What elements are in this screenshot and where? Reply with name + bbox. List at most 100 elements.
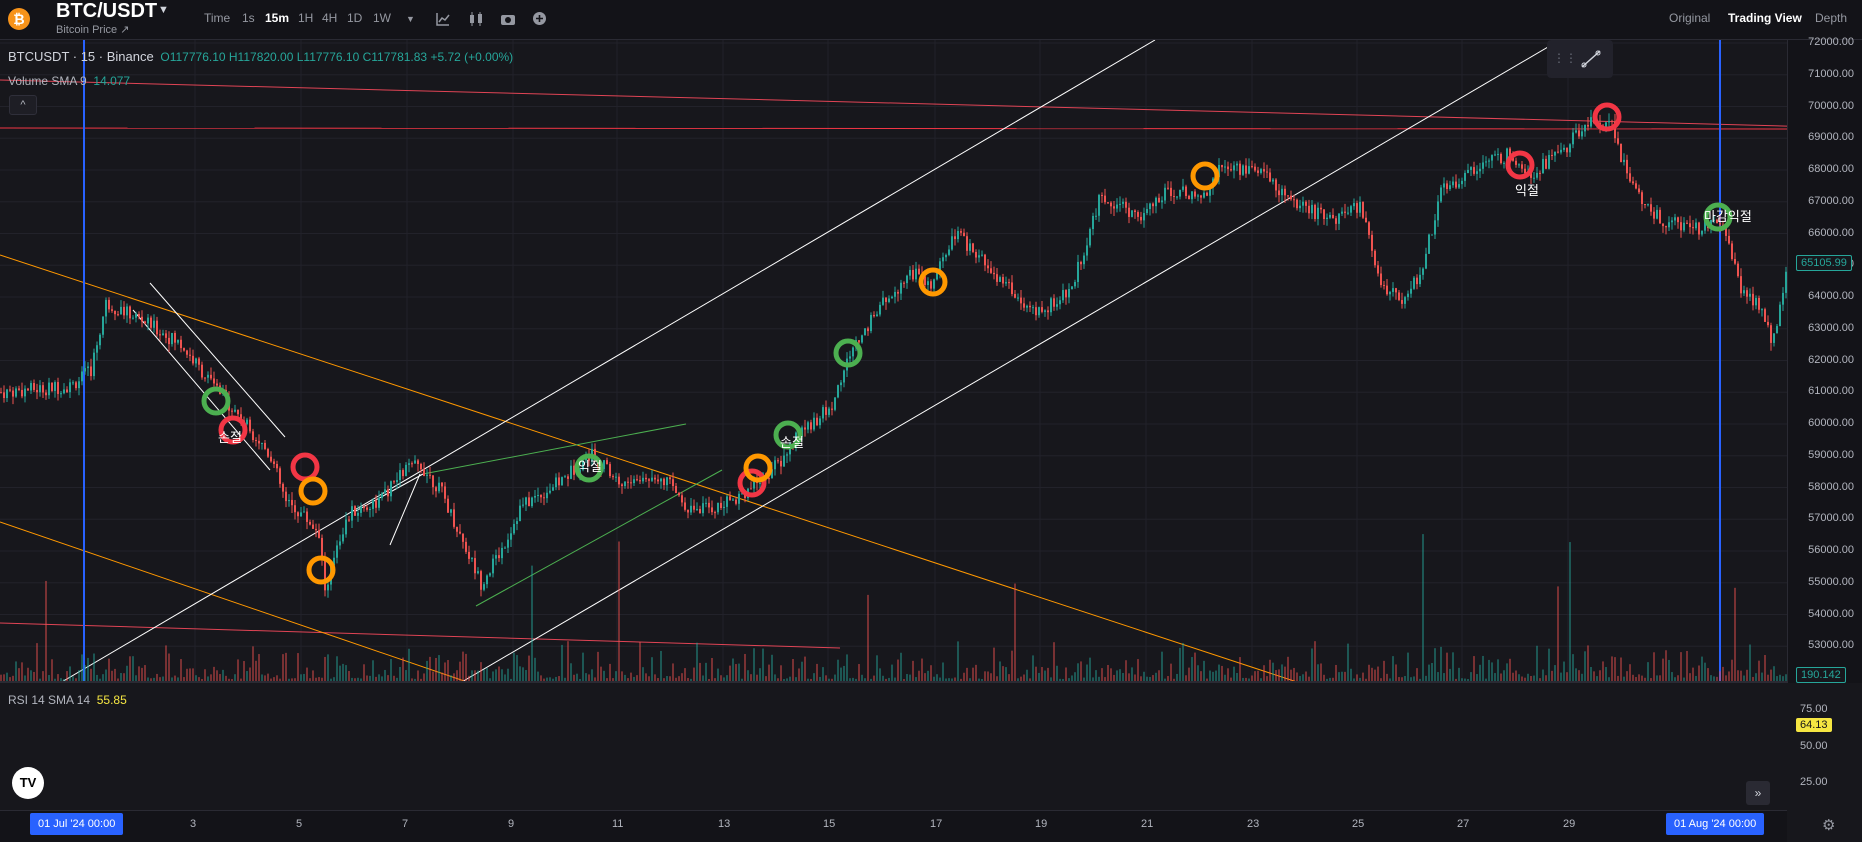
candle-body <box>1443 183 1445 188</box>
volume-value: 14.077 <box>93 74 131 88</box>
drawing-toolbar[interactable]: ⋮⋮ <box>1547 40 1613 78</box>
timeframe-1h[interactable]: 1H <box>298 11 314 25</box>
candle-body <box>432 475 434 488</box>
volume-bar <box>717 668 719 681</box>
candle-body <box>804 427 806 430</box>
candle-body <box>1356 203 1358 213</box>
time-axis[interactable] <box>0 810 1787 842</box>
volume-bar <box>387 675 389 681</box>
volume-bar <box>33 671 35 681</box>
candle-body <box>621 484 623 487</box>
volume-bar <box>870 678 872 681</box>
tradingview-logo[interactable]: TV <box>12 767 44 799</box>
pair-title[interactable]: BTC/USDT <box>56 0 158 22</box>
volume-bar <box>1563 661 1565 681</box>
candle-body <box>648 479 650 481</box>
candle-body <box>378 497 380 508</box>
volume-bar <box>84 665 86 681</box>
volume-bar <box>561 644 563 681</box>
timeframe-15m[interactable]: 15m <box>265 11 290 25</box>
volume-bar <box>456 670 458 681</box>
candle-body <box>1320 207 1322 210</box>
trendline-tool-icon[interactable] <box>1579 48 1603 70</box>
candle-body <box>1461 180 1463 185</box>
volume-bar <box>1488 659 1490 681</box>
candle-body <box>1173 196 1175 198</box>
price-axis[interactable] <box>1787 40 1862 683</box>
candle-body <box>1041 307 1043 312</box>
volume-bar <box>408 648 410 681</box>
candle-body <box>1611 120 1613 122</box>
collapse-legend-button[interactable]: ^ <box>9 95 37 115</box>
candle-body <box>1386 285 1388 295</box>
volume-bar <box>1353 678 1355 681</box>
candle-body <box>27 388 29 391</box>
volume-bar <box>1686 650 1688 681</box>
more-timeframes-icon[interactable]: ▼ <box>406 14 415 24</box>
volume-bar <box>1410 677 1412 681</box>
volume-bar <box>138 666 140 681</box>
pair-subtitle-link[interactable]: Bitcoin Price ↗ <box>56 24 130 36</box>
volume-bar <box>996 676 998 681</box>
volume-bar <box>978 678 980 681</box>
volume-bar <box>1329 677 1331 681</box>
timeframe-1s[interactable]: 1s <box>242 11 255 25</box>
timeframe-4h[interactable]: 4H <box>322 11 338 25</box>
tab-trading-view[interactable]: Trading View <box>1728 11 1802 25</box>
volume-bar <box>402 657 404 681</box>
volume-bar <box>1350 668 1352 681</box>
volume-bar <box>909 674 911 681</box>
volume-bar <box>1119 669 1121 681</box>
volume-bar <box>1533 675 1535 681</box>
price-axis-labels: 72000.00 71000.00 70000.00 69000.00 68000.00… <box>1787 36 1862 683</box>
candle-type-icon[interactable] <box>468 12 484 26</box>
candle-body <box>267 448 269 457</box>
candle-body <box>1287 195 1289 197</box>
candle-body <box>462 533 464 542</box>
volume-bar <box>600 666 602 681</box>
volume-bar <box>474 670 476 681</box>
timeframe-time[interactable]: Time <box>204 11 231 25</box>
volume-bar <box>1509 658 1511 681</box>
candle-body <box>1140 216 1142 221</box>
candle-body <box>393 481 395 483</box>
candle-body <box>558 477 560 486</box>
volume-bar <box>1041 667 1043 681</box>
price-chart-canvas[interactable] <box>0 40 1787 683</box>
volume-bar <box>357 677 359 681</box>
volume-bar <box>975 664 977 681</box>
candle-body <box>342 534 344 542</box>
chevron-down-icon[interactable]: ▼ <box>158 4 169 16</box>
candle-body <box>1695 222 1697 229</box>
volume-bar <box>1152 675 1154 681</box>
tab-original[interactable]: Original <box>1669 11 1711 25</box>
timeframe-1w[interactable]: 1W <box>373 11 391 25</box>
volume-bar <box>1044 670 1046 681</box>
volume-bar <box>759 668 761 681</box>
volume-bar <box>1284 666 1286 681</box>
drag-handle-icon[interactable]: ⋮⋮ <box>1553 51 1577 65</box>
candle-body <box>186 350 188 355</box>
volume-bar <box>687 677 689 681</box>
volume-bar <box>1113 674 1115 681</box>
timeframe-1d[interactable]: 1D <box>347 11 363 25</box>
symbol-label[interactable]: BTCUSDT · 15 · Binance <box>8 49 154 64</box>
volume-bar <box>855 678 857 681</box>
volume-bar <box>1677 675 1679 681</box>
volume-label[interactable]: Volume SMA 9 <box>8 74 87 88</box>
tab-depth[interactable]: Depth <box>1815 11 1848 25</box>
candle-body <box>615 476 617 478</box>
scroll-to-realtime-button[interactable]: » <box>1746 781 1770 805</box>
candle-body <box>531 497 533 507</box>
candle-body <box>1248 166 1250 174</box>
volume-bar <box>1530 675 1532 681</box>
indicators-icon[interactable] <box>436 12 450 26</box>
rsi-label[interactable]: RSI 14 SMA 14 <box>8 693 91 707</box>
volume-bar <box>99 678 101 681</box>
candle-body <box>141 316 143 322</box>
settings-gear-icon[interactable]: ⚙ <box>1822 817 1836 834</box>
camera-icon[interactable] <box>500 12 516 26</box>
candle-body <box>702 503 704 514</box>
volume-bar <box>192 668 194 681</box>
add-icon[interactable] <box>532 11 547 26</box>
